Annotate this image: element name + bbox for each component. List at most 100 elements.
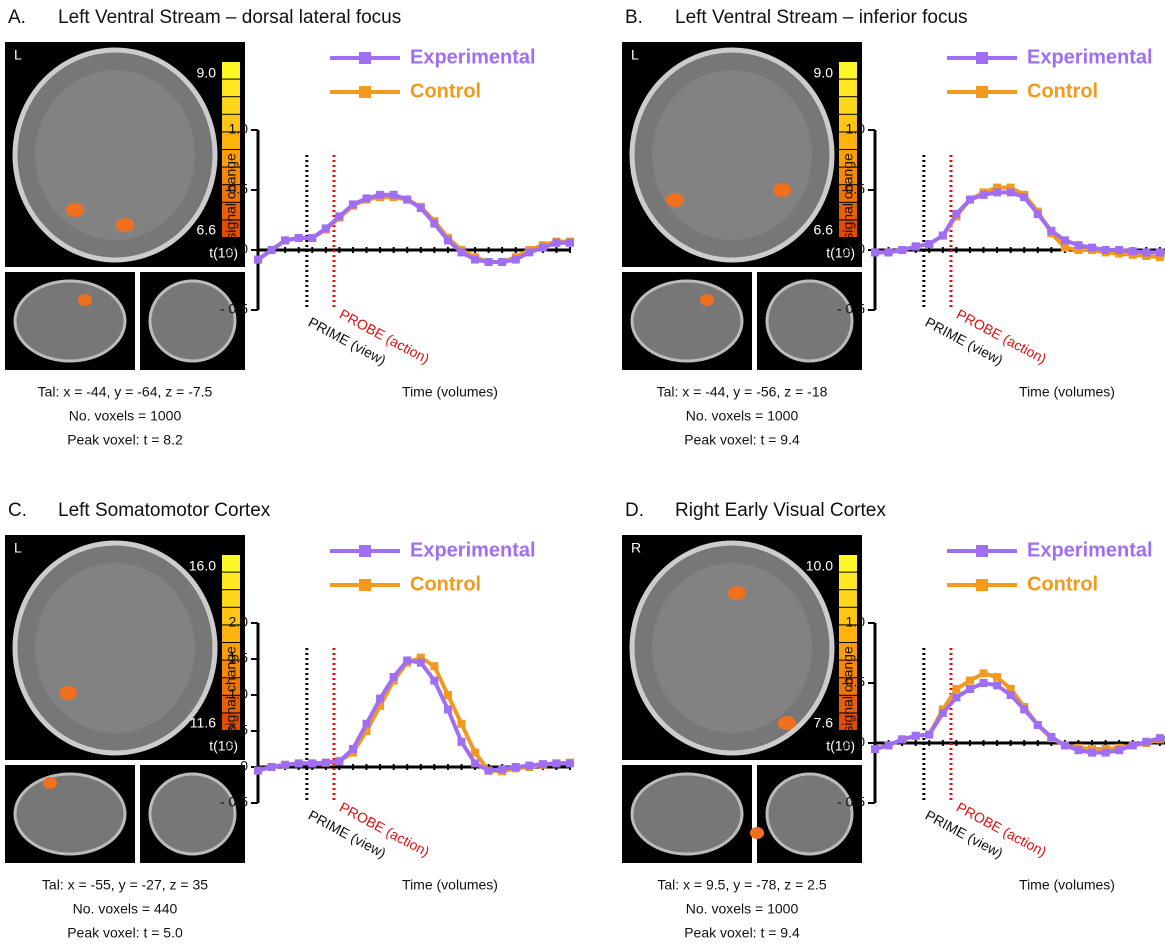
- brain-inner: [35, 70, 195, 240]
- point: [457, 738, 465, 746]
- point: [295, 759, 303, 767]
- point: [1061, 741, 1069, 749]
- point: [1088, 244, 1096, 252]
- colorbar-block: [222, 62, 240, 79]
- orientation: R: [631, 540, 641, 556]
- activation: [66, 203, 84, 217]
- point: [444, 236, 452, 244]
- point: [349, 745, 357, 753]
- y-tick-label: 0: [240, 758, 248, 774]
- y-tick-label: - 0.5: [837, 301, 865, 317]
- stat-line: Peak voxel: t = 9.4: [684, 925, 800, 941]
- point: [363, 720, 371, 728]
- point: [1034, 210, 1042, 218]
- series-line: [258, 197, 570, 262]
- point: [498, 258, 506, 266]
- brain-small: [15, 774, 125, 854]
- point: [430, 677, 438, 685]
- point: [1020, 193, 1028, 201]
- legend-marker: [976, 86, 988, 98]
- point: [539, 244, 547, 252]
- stat-line: No. voxels = 1000: [686, 901, 799, 917]
- colorbar-min: 6.6: [197, 222, 217, 238]
- point: [1007, 188, 1015, 196]
- legend-marker: [976, 545, 988, 557]
- legend-label: Control: [1027, 80, 1098, 102]
- series-line: [258, 658, 570, 772]
- colorbar-max: 9.0: [197, 65, 217, 81]
- activation: [750, 827, 764, 839]
- point: [539, 760, 547, 768]
- legend-marker: [976, 52, 988, 64]
- y-tick-label: 0: [857, 734, 865, 750]
- panel: B.Left Ventral Stream – inferior focusL9…: [622, 7, 1165, 448]
- point: [1142, 738, 1150, 746]
- legend-marker: [359, 579, 371, 591]
- point: [1115, 246, 1123, 254]
- point: [1047, 227, 1055, 235]
- point: [966, 677, 974, 685]
- point: [1074, 241, 1082, 249]
- point: [1156, 248, 1164, 256]
- activation: [59, 686, 77, 700]
- stat-line: No. voxels = 1000: [686, 408, 799, 424]
- point: [457, 720, 465, 728]
- point: [980, 669, 988, 677]
- colorbar-block: [839, 80, 857, 97]
- panel-title: Left Somatomotor Cortex: [58, 500, 271, 521]
- x-axis-label: Time (volumes): [1019, 384, 1115, 400]
- point: [363, 194, 371, 202]
- activation: [728, 586, 746, 600]
- stat-line: No. voxels = 1000: [69, 408, 182, 424]
- y-axis-label: %-signal change: [840, 153, 856, 257]
- brain-small: [767, 281, 852, 361]
- point: [898, 246, 906, 254]
- point: [952, 210, 960, 218]
- legend-label: Control: [410, 80, 481, 102]
- point: [1115, 746, 1123, 754]
- point: [885, 741, 893, 749]
- x-axis-label: Time (volumes): [402, 384, 498, 400]
- point: [566, 759, 574, 767]
- point: [1061, 244, 1069, 252]
- point: [403, 656, 411, 664]
- point: [1102, 749, 1110, 757]
- point: [1088, 749, 1096, 757]
- legend-label: Control: [1027, 573, 1098, 595]
- point: [885, 248, 893, 256]
- point: [268, 763, 276, 771]
- colorbar-block: [839, 573, 857, 590]
- legend-label: Experimental: [1027, 539, 1153, 561]
- point: [925, 731, 933, 739]
- brain-small: [632, 774, 742, 854]
- point: [1007, 691, 1015, 699]
- point: [349, 200, 357, 208]
- point: [552, 759, 560, 767]
- point: [308, 759, 316, 767]
- point: [993, 188, 1001, 196]
- point: [485, 767, 493, 775]
- point: [1020, 705, 1028, 713]
- orientation: L: [14, 47, 22, 63]
- point: [457, 248, 465, 256]
- point: [254, 767, 262, 775]
- legend-marker: [359, 52, 371, 64]
- point: [322, 759, 330, 767]
- point: [485, 258, 493, 266]
- point: [1034, 721, 1042, 729]
- point: [939, 232, 947, 240]
- orientation: L: [14, 540, 22, 556]
- point: [993, 681, 1001, 689]
- colorbar-max: 16.0: [189, 558, 216, 574]
- activation: [78, 294, 92, 306]
- panel: C.Left Somatomotor CortexL16.011.6t(10)T…: [5, 500, 574, 941]
- point: [430, 662, 438, 670]
- stat-line: Peak voxel: t = 5.0: [67, 925, 183, 941]
- brain-inner: [35, 563, 195, 733]
- activation: [700, 294, 714, 306]
- point: [376, 191, 384, 199]
- colorbar-min: 6.6: [814, 222, 834, 238]
- point: [471, 759, 479, 767]
- point: [552, 239, 560, 247]
- colorbar-block: [839, 590, 857, 607]
